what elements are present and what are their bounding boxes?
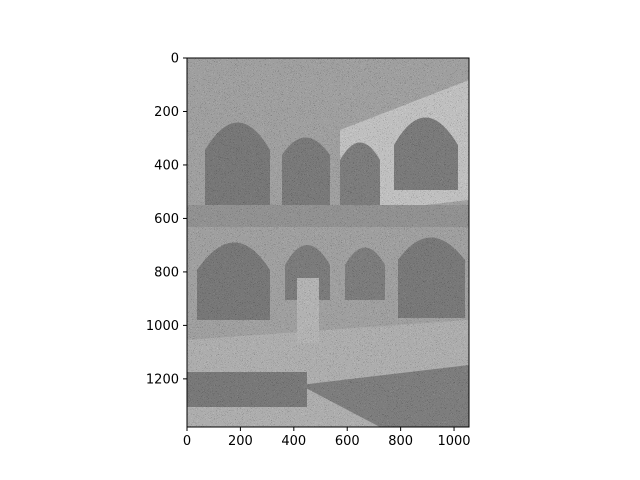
y-tick-label: 600 (154, 212, 179, 227)
x-tick-label: 200 (228, 434, 253, 449)
x-tick-label: 0 (183, 434, 191, 449)
x-tick-label: 400 (281, 434, 306, 449)
axes-frame (186, 57, 470, 428)
x-tick-label: 800 (388, 434, 413, 449)
x-axis: 0 200 400 600 800 1000 (183, 427, 471, 449)
y-tick-label: 1000 (146, 319, 179, 334)
y-tick-label: 0 (171, 52, 179, 67)
y-tick-label: 400 (154, 158, 179, 173)
x-tick-label: 1000 (437, 434, 470, 449)
noise-overlay-light (187, 58, 469, 427)
x-tick-label: 600 (335, 434, 360, 449)
y-tick-label: 1200 (146, 372, 179, 387)
y-tick-label: 200 (154, 105, 179, 120)
image-plot (187, 58, 469, 427)
y-tick-label: 800 (154, 265, 179, 280)
y-axis: 0 200 400 600 800 1000 1200 (146, 52, 187, 387)
